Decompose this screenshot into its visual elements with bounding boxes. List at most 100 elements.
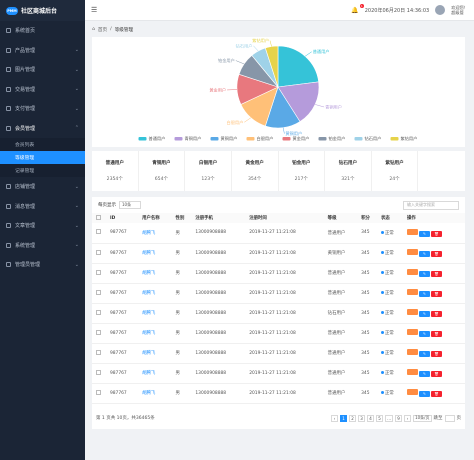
cell-sex: 男: [175, 351, 180, 356]
sidebar-item-6[interactable]: 会员管理 ⌃: [0, 119, 85, 139]
delete-button[interactable]: 🗑: [430, 271, 442, 277]
cell-name-link[interactable]: 胡腾飞: [142, 230, 156, 236]
legend-item[interactable]: 铂金用户: [318, 135, 346, 142]
delete-button[interactable]: 🗑: [430, 251, 442, 257]
next-page-button[interactable]: ›: [404, 414, 412, 422]
breadcrumb-home[interactable]: 首页: [97, 28, 108, 33]
cell-name-link[interactable]: 胡腾飞: [142, 331, 156, 336]
last-page-button[interactable]: 9: [395, 414, 403, 422]
select-all-checkbox[interactable]: [96, 214, 101, 220]
page-button-3[interactable]: 3: [358, 414, 366, 422]
cell-name-link[interactable]: 胡腾飞: [142, 391, 156, 396]
bell-icon[interactable]: 🔔 1: [351, 3, 364, 14]
row-checkbox[interactable]: [96, 229, 101, 235]
cell-name-link[interactable]: 胡腾飞: [142, 271, 156, 276]
page-size-select[interactable]: 10条: [119, 201, 141, 209]
legend-item[interactable]: 紫钻用户: [390, 135, 418, 142]
submenu-item-3[interactable]: 记录管理: [0, 164, 85, 177]
stat-label: 普通用户: [105, 161, 124, 166]
edit-button[interactable]: ✎: [418, 251, 430, 257]
delete-button[interactable]: 🗑: [430, 291, 442, 297]
search-input[interactable]: 输入关键字搜索: [403, 200, 459, 210]
sidebar-item-2[interactable]: 消息管理 ⌄: [0, 197, 85, 217]
cell-name-link[interactable]: 胡腾飞: [142, 311, 156, 316]
page-button-2[interactable]: 2: [349, 414, 357, 422]
home-icon[interactable]: ⌂: [92, 27, 95, 32]
delete-button[interactable]: 🗑: [430, 311, 442, 317]
stat-card: 青铜用户 654个: [139, 151, 186, 191]
sidebar-item-4[interactable]: 系统管理 ⌄: [0, 236, 85, 256]
cell-points: 345: [361, 310, 370, 316]
edit-button[interactable]: ✎: [418, 331, 430, 337]
row-checkbox[interactable]: [96, 309, 101, 315]
sidebar-item-2[interactable]: 产品管理 ⌄: [0, 41, 85, 61]
view-button[interactable]: [406, 349, 418, 355]
view-button[interactable]: [406, 249, 418, 255]
delete-button[interactable]: 🗑: [430, 371, 442, 377]
sidebar-item-3[interactable]: 文章管理 ⌄: [0, 216, 85, 236]
view-button[interactable]: [406, 289, 418, 295]
row-checkbox[interactable]: [96, 349, 101, 355]
sidebar-item-1[interactable]: 店铺管理 ⌄: [0, 177, 85, 197]
sidebar-item-3[interactable]: 图片管理 ⌄: [0, 60, 85, 80]
sidebar-item-5[interactable]: 管理员管理 ⌄: [0, 255, 85, 275]
cell-time: 2019-11-27 11:21:08: [249, 250, 296, 256]
per-page-select[interactable]: 10条/页: [413, 414, 432, 422]
legend-swatch: [390, 137, 399, 141]
row-checkbox[interactable]: [96, 389, 101, 395]
submenu-item-1[interactable]: 会员列表: [0, 138, 85, 151]
prev-page-button[interactable]: ‹: [331, 414, 339, 422]
row-checkbox[interactable]: [96, 289, 101, 295]
pie-label-line: [269, 40, 272, 47]
edit-button[interactable]: ✎: [418, 371, 430, 377]
row-checkbox[interactable]: [96, 249, 101, 255]
view-button[interactable]: [406, 389, 418, 395]
menu-toggle-icon[interactable]: ☰: [91, 6, 98, 14]
cell-actions: ✎ 🗑: [403, 323, 465, 343]
delete-button[interactable]: 🗑: [430, 391, 442, 397]
pie-slice-2[interactable]: [277, 81, 320, 123]
legend-item[interactable]: 普通用户: [138, 135, 166, 142]
edit-button[interactable]: ✎: [418, 230, 430, 237]
sidebar-item-4[interactable]: 交易管理 ⌄: [0, 80, 85, 100]
legend-item[interactable]: 白银用户: [246, 135, 274, 142]
user-info[interactable]: 欢迎您！ 超级管: [451, 5, 468, 15]
edit-button[interactable]: ✎: [418, 291, 430, 297]
delete-button[interactable]: 🗑: [430, 331, 442, 337]
submenu-item-2[interactable]: 等级管理: [0, 151, 85, 164]
view-button[interactable]: [406, 269, 418, 275]
delete-button[interactable]: 🗑: [430, 230, 442, 237]
cell-name-link[interactable]: 胡腾飞: [142, 351, 156, 356]
row-checkbox[interactable]: [96, 369, 101, 375]
edit-button[interactable]: ✎: [418, 391, 430, 397]
page-button-5[interactable]: 5: [376, 414, 384, 422]
sidebar-menu: 系统首页 产品管理 ⌄ 图片管理 ⌄ 交易管理 ⌄ 支付管理 ⌄ 会员管理 ⌃: [0, 21, 85, 138]
edit-button[interactable]: ✎: [418, 351, 430, 357]
view-button[interactable]: [406, 228, 418, 235]
cell-name-link[interactable]: 胡腾飞: [142, 291, 156, 296]
view-button[interactable]: [406, 309, 418, 315]
page-button-4[interactable]: 4: [367, 414, 375, 422]
jump-input[interactable]: [444, 414, 455, 422]
view-button[interactable]: [406, 369, 418, 375]
avatar[interactable]: [435, 5, 446, 15]
cell-name-link[interactable]: 胡腾飞: [142, 371, 156, 376]
edit-button[interactable]: ✎: [418, 271, 430, 277]
sidebar-item-1[interactable]: 系统首页: [0, 21, 85, 41]
row-checkbox[interactable]: [96, 269, 101, 275]
sidebar-item-label: 会员管理: [15, 125, 36, 132]
legend-item[interactable]: 钻石用户: [354, 135, 382, 142]
legend-item[interactable]: 黄金用户: [282, 135, 310, 142]
legend-item[interactable]: 青铜用户: [174, 135, 202, 142]
delete-button[interactable]: 🗑: [430, 351, 442, 357]
row-checkbox[interactable]: [96, 329, 101, 335]
page-button-1[interactable]: 1: [340, 414, 348, 422]
cell-points: 345: [361, 270, 370, 276]
pie-label-line: [304, 51, 312, 57]
sidebar-item-5[interactable]: 支付管理 ⌄: [0, 99, 85, 119]
legend-item[interactable]: 黄铜用户: [210, 135, 238, 142]
brand: PMM 社区商城后台: [0, 0, 85, 21]
edit-button[interactable]: ✎: [418, 311, 430, 317]
cell-name-link[interactable]: 胡腾飞: [142, 251, 156, 256]
view-button[interactable]: [406, 329, 418, 335]
